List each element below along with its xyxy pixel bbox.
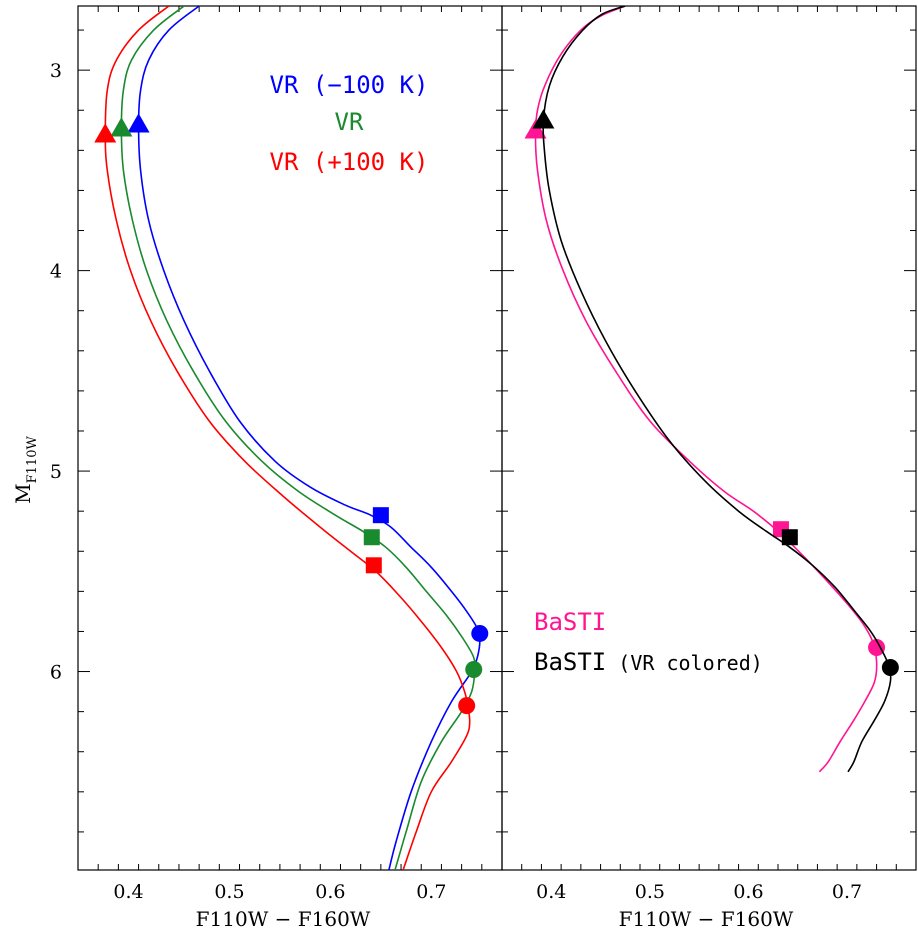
legend-item-basti-vr: BaSTI (VR colored)	[534, 648, 763, 676]
series-line	[104, 6, 471, 870]
circle-marker	[465, 661, 483, 679]
triangle-marker	[110, 117, 133, 137]
x-tick-label: 0.5	[635, 881, 665, 903]
x-tick-label: 0.4	[113, 881, 143, 903]
square-marker	[781, 529, 798, 546]
y-tick-label: 6	[50, 662, 62, 684]
x-tick-label: 0.4	[536, 881, 566, 903]
x-tick-label: 0.6	[315, 881, 345, 903]
x-tick-label: 0.5	[214, 881, 244, 903]
legend-item-basti: BaSTI	[534, 608, 606, 636]
left-panel: 0.4 0.5 0.6 0.7 3 4 5 6	[50, 5, 503, 903]
plot-frame	[501, 5, 917, 871]
series-line	[542, 6, 892, 773]
legend-item-vr: VR	[335, 108, 364, 136]
legend-item-vr-minus100: VR (−100 K)	[270, 71, 429, 99]
series-line	[120, 6, 476, 870]
legend-item-vr-plus100: VR (+100 K)	[270, 148, 429, 176]
square-marker	[365, 557, 382, 574]
x-tick-label: 0.7	[416, 881, 446, 903]
y-axis-label: MF110W	[11, 436, 40, 504]
x-axis-label-right: F110W − F160W	[619, 907, 794, 931]
y-tick-label: 3	[50, 60, 62, 82]
series-line	[137, 6, 481, 870]
triangle-marker	[532, 109, 555, 129]
square-marker	[372, 507, 389, 524]
triangle-marker	[127, 113, 150, 133]
series-line	[534, 6, 878, 773]
legend-left: VR (−100 K) VR VR (+100 K)	[270, 71, 429, 176]
x-axis-label-left: F110W − F160W	[196, 907, 371, 931]
x-tick-label: 0.7	[832, 881, 862, 903]
x-tick-label: 0.6	[733, 881, 763, 903]
right-panel: 0.4 0.5 0.6 0.7	[501, 5, 917, 903]
legend-right: BaSTI BaSTI (VR colored)	[534, 608, 763, 676]
triangle-marker	[94, 123, 117, 143]
circle-marker	[458, 697, 476, 715]
circle-marker	[881, 659, 899, 677]
triangle-marker	[524, 119, 547, 139]
square-marker	[363, 529, 380, 546]
y-tick-label: 4	[50, 261, 62, 283]
circle-marker	[868, 638, 886, 656]
y-tick-label: 5	[50, 461, 62, 483]
circle-marker	[471, 624, 489, 642]
plot-frame	[77, 5, 503, 871]
